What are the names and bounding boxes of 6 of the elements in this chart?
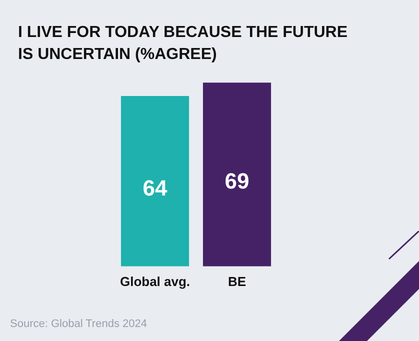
chart-title: I LIVE FOR TODAY BECAUSE THE FUTURE IS UNCERTAIN (%AGREE) bbox=[18, 23, 348, 65]
data-label: 64 bbox=[142, 175, 168, 200]
x-tick-label: Global avg. bbox=[120, 274, 190, 289]
source-note: Source: Global Trends 2024 bbox=[10, 318, 147, 330]
data-label: 69 bbox=[224, 168, 250, 194]
x-tick-label: BE bbox=[228, 274, 246, 289]
